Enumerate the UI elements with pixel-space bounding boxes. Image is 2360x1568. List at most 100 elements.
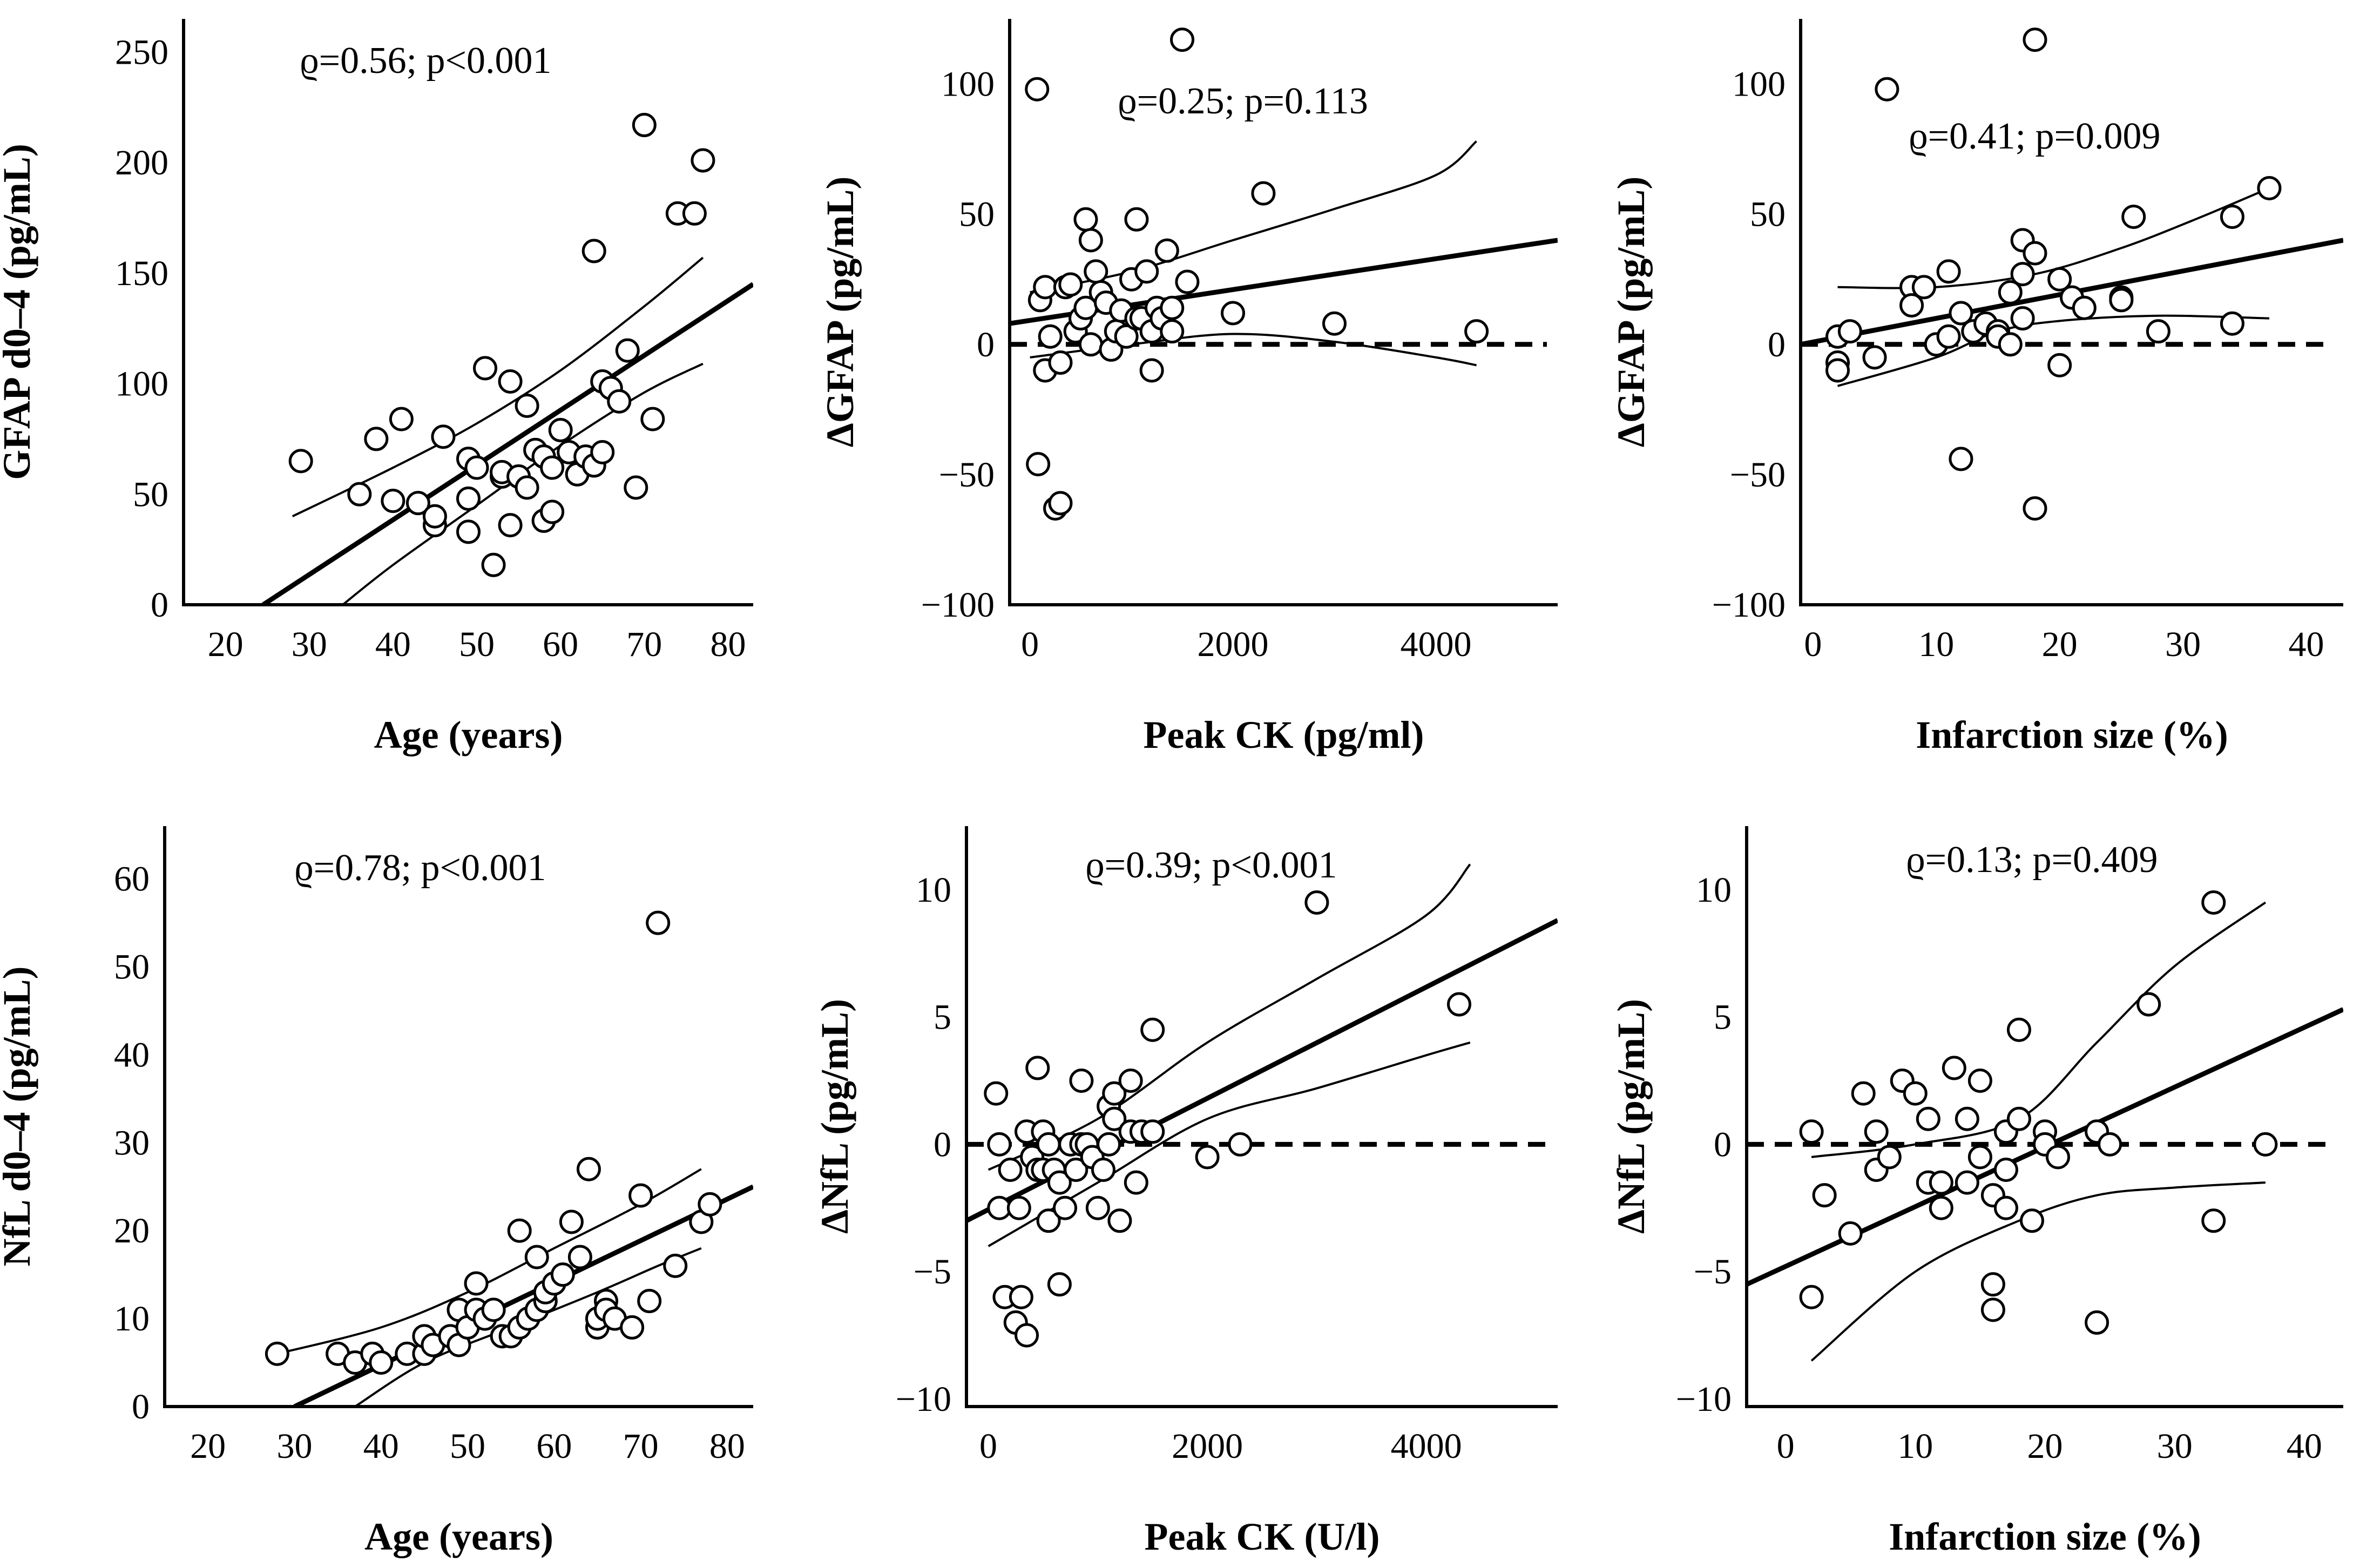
panel-4: 0 10 20 30 40 50 60 20 30 40 50 60 70 80 Age (years) Nf… [0, 826, 753, 1558]
y-tick-label: 0 [1768, 325, 1786, 364]
y-tick-label: 50 [114, 948, 150, 987]
x-tick-label: 0 [1804, 625, 1822, 664]
x-tick-label: 60 [543, 625, 578, 664]
data-point [2023, 28, 2047, 52]
data-point [1140, 1119, 1165, 1144]
data-point [1006, 1195, 1031, 1220]
data-point [998, 1158, 1023, 1182]
y-axis-title: ΔGFAP (pg/mL) [1610, 177, 1653, 448]
data-point [1048, 350, 1073, 375]
data-point [1124, 207, 1149, 232]
data-point [1936, 259, 1961, 284]
data-point [1078, 332, 1103, 357]
correlation-annotation: ϱ=0.41; p=0.009 [1909, 116, 2161, 157]
ci-lower-curve [1810, 1181, 2266, 1362]
y-tick-label: 200 [115, 143, 168, 183]
x-tick-label: 30 [2165, 625, 2201, 664]
data-point [2046, 1145, 2071, 1170]
data-point [1069, 1068, 1094, 1093]
data-point [498, 513, 523, 538]
data-point [576, 1157, 601, 1181]
data-point [1134, 259, 1159, 284]
correlation-annotation: ϱ=0.13; p=0.409 [1906, 839, 2158, 881]
data-point [1967, 1145, 1992, 1170]
y-tick-label: 5 [934, 998, 951, 1037]
data-point [369, 1350, 394, 1375]
x-tick-label: 4000 [1400, 625, 1471, 664]
data-point [1899, 293, 1924, 317]
x-tick-label: 70 [626, 625, 662, 664]
data-point [646, 910, 671, 935]
data-point [1304, 890, 1329, 915]
x-tick-label: 10 [1897, 1427, 1933, 1466]
data-point [1862, 345, 1887, 370]
data-point [1175, 269, 1200, 294]
data-point [1053, 1195, 1077, 1220]
data-point [615, 338, 640, 363]
correlation-annotation: ϱ=0.25; p=0.113 [1118, 80, 1368, 122]
x-axis-title: Age (years) [374, 713, 563, 756]
x-tick-label: 50 [450, 1427, 485, 1466]
data-point [1047, 1170, 1072, 1195]
data-point [2109, 288, 2134, 313]
data-point [2201, 890, 2226, 915]
data-point [1025, 1056, 1050, 1080]
data-point [1322, 311, 1347, 336]
x-tick-label: 0 [979, 1427, 997, 1466]
data-point [473, 356, 498, 381]
data-point [2220, 311, 2244, 336]
data-point [624, 475, 648, 500]
data-point [987, 1132, 1012, 1157]
data-point [1903, 1081, 1928, 1106]
x-tick-label: 2000 [1172, 1427, 1243, 1466]
data-point [1929, 1170, 1953, 1195]
data-point [481, 1297, 506, 1322]
data-point [1140, 1017, 1165, 1042]
data-point [1955, 1170, 1979, 1195]
data-point [548, 418, 573, 443]
data-point [515, 394, 539, 418]
data-point [1980, 1297, 2005, 1322]
data-point [1107, 1208, 1132, 1233]
y-tick-label: 250 [115, 32, 168, 72]
data-point [2253, 1132, 2278, 1157]
panel-2: −100 −50 0 50 100 0 2000 4000 Peak CK (pg/ml) ΔGF… [819, 19, 1558, 756]
y-axis-title: GFAP d0–4 (pg/mL) [0, 144, 38, 480]
ci-upper-curve [1030, 140, 1477, 294]
y-tick-label: −10 [1676, 1380, 1732, 1419]
x-tick-label: 30 [2157, 1427, 2193, 1466]
data-point [640, 407, 665, 431]
x-tick-label: 0 [1021, 625, 1039, 664]
data-point [540, 499, 565, 524]
data-point [2047, 353, 2072, 377]
y-tick-label: 50 [959, 195, 995, 234]
x-tick-label: 40 [375, 625, 411, 664]
x-axis-title: Infarction size (%) [1889, 1515, 2201, 1558]
data-point [1998, 280, 2023, 305]
y-tick-label: −5 [914, 1252, 951, 1292]
y-tick-label: 20 [114, 1211, 150, 1251]
data-point [498, 369, 523, 394]
data-point [1036, 1132, 1061, 1157]
data-point [524, 1245, 549, 1269]
data-point [1064, 1158, 1088, 1182]
y-tick-label: −5 [1694, 1252, 1732, 1292]
y-tick-label: 0 [151, 585, 168, 625]
y-tick-label: 10 [1696, 870, 1732, 910]
data-point [1228, 1132, 1253, 1157]
correlation-annotation: ϱ=0.39; p<0.001 [1085, 844, 1337, 886]
y-tick-label: −100 [921, 585, 995, 625]
x-tick-label: 70 [623, 1427, 659, 1466]
data-point [1084, 259, 1108, 284]
data-point [691, 148, 715, 173]
data-point [1864, 1119, 1889, 1144]
x-tick-label: 20 [2042, 625, 2078, 664]
data-point [364, 427, 389, 451]
y-tick-label: 0 [977, 325, 995, 364]
data-point [464, 455, 489, 480]
data-point [2201, 1208, 2226, 1233]
data-point [1078, 228, 1103, 253]
data-point [663, 1253, 688, 1278]
data-point [2047, 267, 2072, 292]
